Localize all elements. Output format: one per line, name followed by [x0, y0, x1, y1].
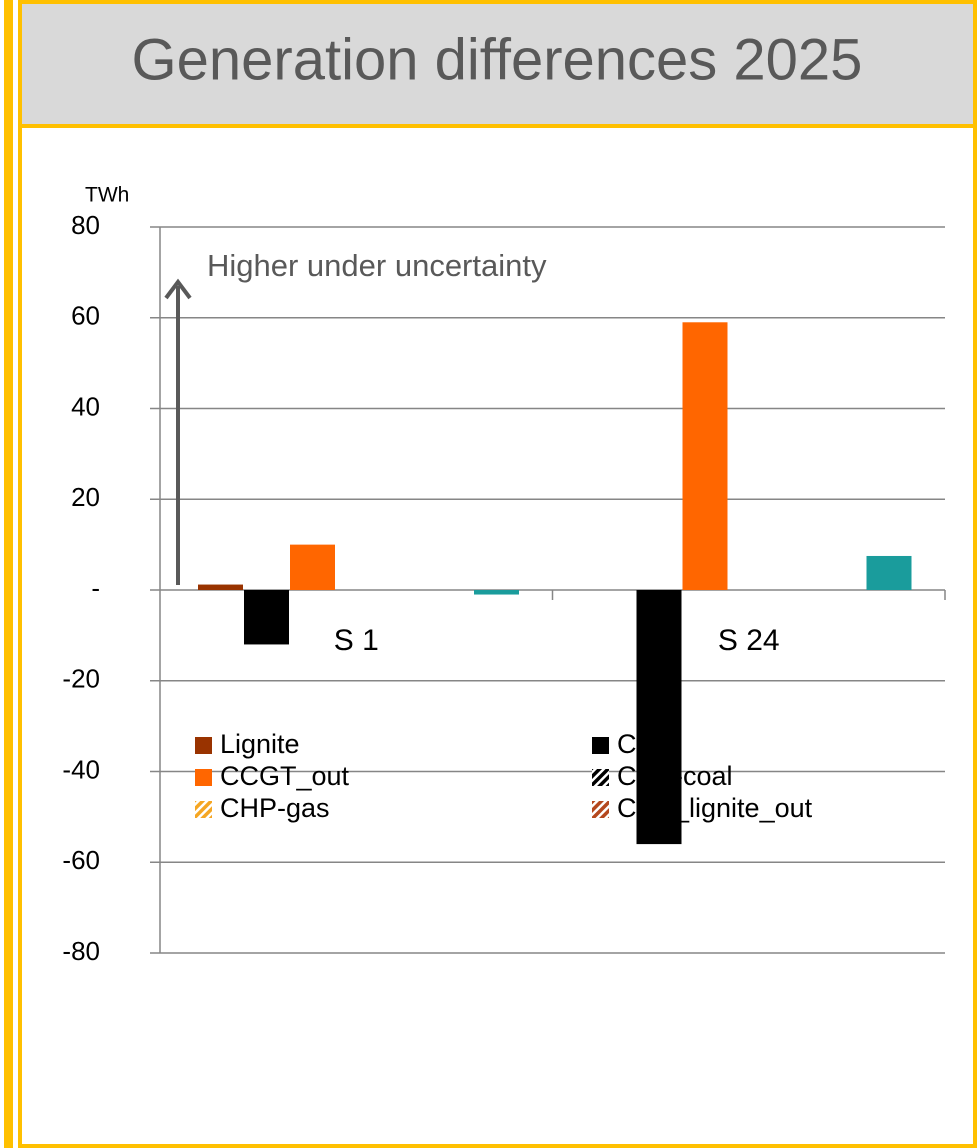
x-tick-label: S 24 [718, 624, 780, 657]
y-tick-label: -20 [62, 664, 100, 694]
y-tick-label: - [91, 573, 100, 603]
bar [682, 322, 728, 590]
bar [244, 590, 289, 645]
side-strip [4, 0, 13, 1148]
annotation: Higher under uncertainty [207, 248, 547, 283]
y-tick-label: -40 [62, 754, 100, 784]
legend-swatch [592, 801, 609, 818]
y-tick-label: 20 [71, 482, 100, 512]
legend-swatch [592, 737, 609, 754]
bar [290, 544, 335, 590]
legend-label: CHP-gas [220, 793, 330, 823]
bar [474, 590, 519, 595]
y-tick-label: 60 [71, 301, 100, 331]
y-unit: TWh [85, 184, 129, 207]
legend-label: Lignite [220, 729, 300, 759]
bar [636, 590, 682, 845]
chart-title: Generation differences 2025 [132, 27, 863, 92]
bar [198, 584, 243, 590]
legend-swatch [195, 769, 212, 786]
legend-swatch [195, 801, 212, 818]
legend-label: CCGT_out [220, 761, 350, 791]
legend-label: CHP-coal [617, 761, 733, 791]
arrow-head [164, 278, 192, 300]
legend-label: Coal [617, 729, 673, 759]
bar [866, 555, 912, 590]
y-tick-label: -80 [62, 936, 100, 966]
legend-swatch [592, 769, 609, 786]
y-tick-label: -60 [62, 845, 100, 875]
y-tick-label: 80 [71, 210, 100, 240]
y-tick-label: 40 [71, 391, 100, 421]
x-tick-label: S 1 [334, 624, 379, 657]
legend-label: CHP_lignite_out [617, 793, 813, 823]
legend-swatch [195, 737, 212, 754]
title-box [18, 0, 977, 128]
